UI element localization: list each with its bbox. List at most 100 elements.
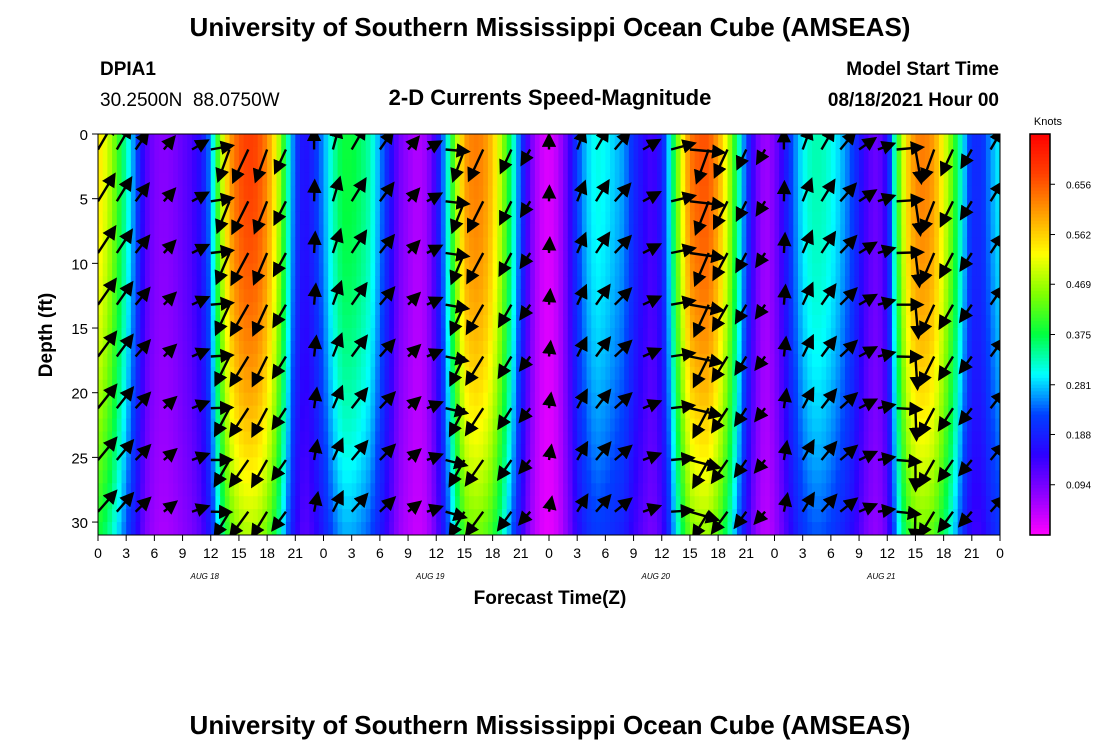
heatmap-cell (243, 134, 249, 148)
heatmap-cell (309, 431, 315, 446)
heatmap-cell (727, 379, 733, 394)
heatmap-cell (130, 483, 137, 497)
heatmap-cell (516, 379, 522, 394)
heatmap-cell (492, 185, 498, 200)
heatmap-cell (318, 353, 325, 368)
heatmap-cell (346, 263, 353, 277)
heatmap-cell (619, 457, 625, 471)
heatmap-cell (431, 250, 437, 264)
heatmap-cell (502, 289, 508, 303)
heatmap-cell (163, 418, 170, 433)
heatmap-cell (290, 198, 296, 213)
heatmap-cell (464, 509, 470, 523)
heatmap-cell (497, 392, 503, 407)
heatmap-cell (633, 418, 639, 433)
heatmap-cell (647, 250, 653, 264)
heatmap-cell (478, 444, 484, 458)
heatmap-cell (361, 470, 367, 484)
heatmap-cell (201, 353, 207, 368)
heatmap-cell (675, 237, 682, 252)
heatmap-cell (403, 250, 409, 264)
heatmap-cell (436, 146, 442, 161)
heatmap-cell (196, 405, 202, 420)
heatmap-cell (464, 289, 470, 303)
heatmap-cell (112, 522, 118, 535)
heatmap-cell (751, 315, 757, 329)
heatmap-cell (511, 418, 517, 433)
heatmap-cell (464, 431, 470, 446)
heatmap-cell (135, 211, 141, 226)
heatmap-cell (506, 211, 513, 226)
heatmap-cell (793, 444, 799, 458)
heatmap-cell (633, 483, 639, 497)
heatmap-cell (112, 457, 118, 471)
heatmap-cell (708, 340, 715, 355)
heatmap-cell (600, 405, 606, 420)
heatmap-cell (826, 457, 832, 471)
heatmap-cell (553, 392, 559, 407)
heatmap-cell (351, 366, 357, 381)
heatmap-cell (816, 185, 823, 200)
heatmap-cell (304, 211, 311, 226)
heatmap-cell (741, 224, 747, 239)
heatmap-cell (102, 366, 108, 381)
heatmap-cell (281, 392, 287, 407)
heatmap-cell (389, 470, 395, 484)
heatmap-cell (417, 353, 423, 368)
heatmap-cell (487, 366, 494, 381)
heatmap-cell (671, 328, 677, 342)
heatmap-cell (802, 198, 808, 213)
heatmap-cell (628, 353, 635, 368)
heatmap-cell (605, 509, 611, 523)
heatmap-cell (549, 379, 555, 394)
heatmap-cell (248, 263, 254, 277)
heatmap-cell (713, 289, 719, 303)
heatmap-cell (783, 211, 790, 226)
heatmap-cell (332, 483, 339, 497)
heatmap-cell (351, 276, 357, 290)
heatmap-cell (553, 211, 559, 226)
heatmap-cell (774, 522, 780, 535)
heatmap-cell (389, 379, 395, 394)
heatmap-cell (187, 431, 193, 446)
heatmap-cell (356, 431, 362, 446)
heatmap-cell (365, 159, 372, 174)
heatmap-cell (595, 353, 602, 368)
heatmap-cell (642, 250, 649, 264)
heatmap-cell (98, 366, 104, 381)
heatmap-cell (802, 211, 808, 226)
model-start-value: 08/18/2021 Hour 00 (828, 90, 999, 111)
heatmap-cell (708, 392, 715, 407)
heatmap-cell (577, 224, 583, 239)
heatmap-cell (595, 302, 602, 316)
heatmap-cell (793, 289, 799, 303)
heatmap-cell (436, 302, 442, 316)
heatmap-cell (633, 302, 639, 316)
heatmap-cell (812, 263, 818, 277)
heatmap-cell (403, 353, 409, 368)
heatmap-cell (765, 302, 771, 316)
heatmap-cell (704, 431, 710, 446)
heatmap-cell (445, 431, 451, 446)
heatmap-cell (191, 237, 198, 252)
heatmap-cell (144, 405, 151, 420)
heatmap-cell (135, 263, 141, 277)
page-title: University of Southern Mississippi Ocean… (190, 12, 911, 42)
heatmap-cell (356, 366, 362, 381)
heatmap-cell (544, 211, 550, 226)
heatmap-cell (267, 315, 273, 329)
heatmap-cell (746, 353, 752, 368)
heatmap-cell (774, 224, 780, 239)
heatmap-cell (614, 159, 621, 174)
heatmap-cell (257, 483, 264, 497)
heatmap-cell (812, 470, 818, 484)
heatmap-cell (680, 470, 686, 484)
heatmap-cell (173, 237, 179, 252)
heatmap-cell (539, 315, 545, 329)
heatmap-cell (182, 146, 188, 161)
heatmap-cell (238, 405, 245, 420)
heatmap-cell (121, 418, 127, 433)
heatmap-cell (628, 405, 635, 420)
heatmap-cell (234, 250, 240, 264)
heatmap-cell (389, 353, 395, 368)
